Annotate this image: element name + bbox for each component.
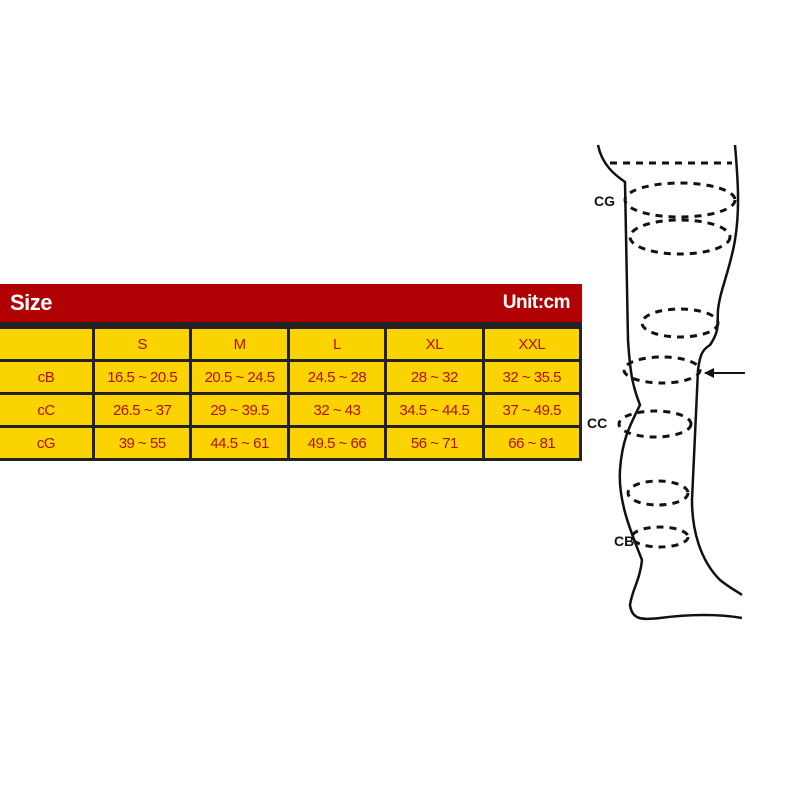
table-cell: 24.5 ~ 28 <box>286 359 388 395</box>
table-cell: 56 ~ 71 <box>384 425 485 461</box>
label-cg: CG <box>594 193 615 209</box>
table-cell: 29 ~ 39.5 <box>189 392 290 428</box>
leg-outline-left <box>596 144 743 621</box>
unit-label: Unit:cm <box>502 292 571 313</box>
measurement-lines <box>610 161 737 549</box>
table-cell: 39 ~ 55 <box>91 425 193 461</box>
table-row: cG 39 ~ 55 44.5 ~ 61 49.5 ~ 66 56 ~ 71 6… <box>0 425 583 461</box>
row-label: cC <box>0 392 95 428</box>
table-cell: 26.5 ~ 37 <box>91 392 193 428</box>
header-cell: L <box>286 326 388 362</box>
table-cell: 37 ~ 49.5 <box>481 392 583 428</box>
table-cell: 32 ~ 43 <box>286 392 388 428</box>
table-cell: 44.5 ~ 61 <box>189 425 290 461</box>
header-cell: S <box>91 326 193 362</box>
row-label: cG <box>0 425 95 461</box>
label-cb: CB <box>614 533 634 549</box>
header-cell: XXL <box>481 326 583 362</box>
size-chart-header: Size Unit:cm <box>0 284 582 326</box>
leg-outline-right <box>690 144 743 597</box>
table-cell: 34.5 ~ 44.5 <box>384 392 485 428</box>
table-row: cB 16.5 ~ 20.5 20.5 ~ 24.5 24.5 ~ 28 28 … <box>0 359 583 395</box>
label-cc: CC <box>587 415 607 431</box>
header-cell <box>0 326 95 362</box>
header-cell: M <box>189 326 290 362</box>
size-title: Size <box>10 290 53 315</box>
table-header-row: S M L XL XXL <box>0 326 583 362</box>
table-cell: 28 ~ 32 <box>384 359 485 395</box>
table-cell: 20.5 ~ 24.5 <box>189 359 290 395</box>
header-cell: XL <box>384 326 485 362</box>
size-chart: Size Unit:cm S M L XL XXL cB 16.5 ~ 20.5… <box>0 284 583 461</box>
table-cell: 49.5 ~ 66 <box>286 425 388 461</box>
table-cell: 32 ~ 35.5 <box>481 359 583 395</box>
table-cell: 66 ~ 81 <box>481 425 583 461</box>
size-table: S M L XL XXL cB 16.5 ~ 20.5 20.5 ~ 24.5 … <box>0 326 583 461</box>
row-label: cB <box>0 359 95 395</box>
leg-diagram: CG CC CB <box>587 144 745 621</box>
arrow-head-icon <box>704 368 714 378</box>
table-row: cC 26.5 ~ 37 29 ~ 39.5 32 ~ 43 34.5 ~ 44… <box>0 392 583 428</box>
table-cell: 16.5 ~ 20.5 <box>91 359 193 395</box>
